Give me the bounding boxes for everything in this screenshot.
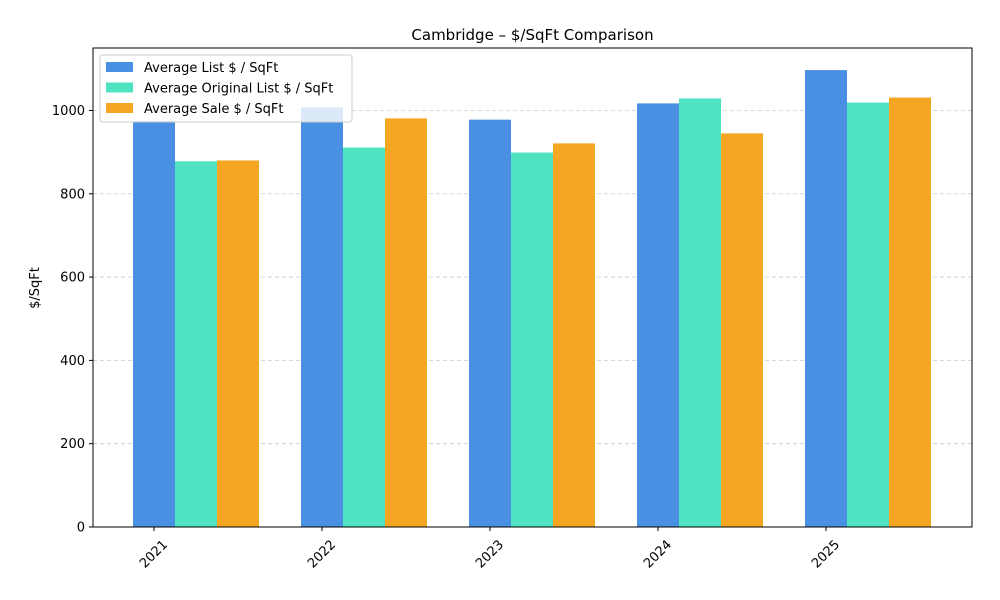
bar-2024-series-1 bbox=[637, 103, 679, 527]
bar-2024-series-3 bbox=[721, 133, 763, 527]
y-tick-label: 0 bbox=[77, 521, 85, 536]
y-tick-label: 200 bbox=[60, 437, 85, 452]
y-tick-label: 800 bbox=[60, 187, 85, 202]
bar-2023-series-3 bbox=[553, 143, 595, 527]
bar-2021-series-1 bbox=[133, 120, 175, 528]
bar-2025-series-3 bbox=[889, 97, 931, 527]
legend-swatch-2 bbox=[106, 82, 133, 93]
bar-2022-series-1 bbox=[301, 107, 343, 527]
y-tick-label: 400 bbox=[60, 354, 85, 369]
bar-2021-series-3 bbox=[217, 160, 259, 527]
x-tick-label: 2025 bbox=[809, 537, 843, 571]
y-tick-label: 600 bbox=[60, 271, 85, 286]
legend-swatch-3 bbox=[106, 103, 133, 113]
x-axis-ticks: 2021 2022 2023 2024 2025 bbox=[137, 527, 843, 571]
bar-2023-series-1 bbox=[469, 119, 511, 528]
legend-label-1: Average List $ / SqFt bbox=[144, 61, 278, 76]
legend-box bbox=[99, 54, 353, 123]
legend-swatch-1 bbox=[106, 62, 133, 72]
chart-title: Cambridge – $/SqFt Comparison bbox=[411, 26, 653, 44]
x-tick-label: 2022 bbox=[305, 537, 339, 571]
legend: Average List $ / SqFt Average Original Li… bbox=[99, 54, 353, 123]
y-axis-label: $/SqFt bbox=[28, 267, 43, 309]
bar-2025-series-1 bbox=[805, 70, 847, 527]
bar-2023-series-2 bbox=[511, 152, 553, 528]
bar-2022-series-3 bbox=[385, 118, 427, 527]
bar-2021-series-2 bbox=[175, 161, 217, 527]
x-tick-label: 2024 bbox=[641, 537, 675, 571]
bar-2022-series-2 bbox=[343, 147, 385, 527]
y-tick-label: 1000 bbox=[52, 104, 85, 119]
bar-2024-series-2 bbox=[679, 98, 721, 527]
plot-frame bbox=[92, 47, 973, 528]
x-tick-label: 2023 bbox=[473, 537, 507, 571]
y-axis-ticks: 0 200 400 600 800 1000 bbox=[52, 104, 93, 536]
legend-label-2: Average Original List $ / SqFt bbox=[144, 82, 333, 97]
x-tick-label: 2021 bbox=[137, 537, 171, 571]
legend-label-3: Average Sale $ / SqFt bbox=[144, 102, 283, 117]
bars bbox=[133, 70, 931, 528]
bar-2025-series-2 bbox=[847, 102, 889, 528]
